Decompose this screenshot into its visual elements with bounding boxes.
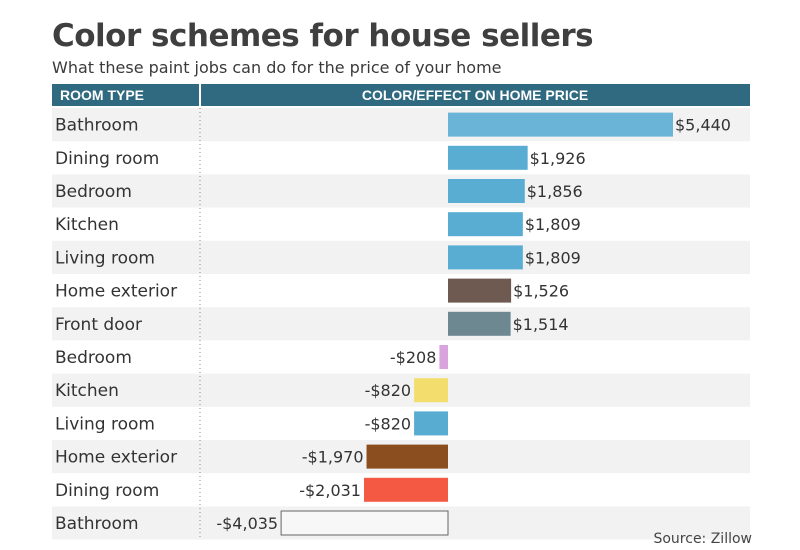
- bar: [448, 112, 673, 137]
- value-label: $1,809: [525, 215, 581, 234]
- bar: [448, 145, 528, 170]
- value-label: -$820: [365, 414, 412, 433]
- value-label: -$208: [390, 348, 437, 367]
- category-label: Home exterior: [55, 282, 177, 302]
- bar: [448, 278, 512, 303]
- category-label: Bathroom: [55, 514, 139, 534]
- value-label: -$820: [365, 381, 412, 400]
- source-note: Source: Zillow: [653, 531, 752, 547]
- rows: Bathroom $5,440 Dining room $1,926 Bedroom $1…: [52, 108, 750, 540]
- category-label: Living room: [55, 414, 155, 434]
- value-label: -$1,970: [302, 448, 364, 467]
- bar: [448, 245, 523, 270]
- row-background: [52, 174, 750, 208]
- value-label: -$2,031: [299, 481, 361, 500]
- header-bar: [52, 84, 750, 106]
- bar: [439, 345, 448, 369]
- value-label: $1,809: [525, 248, 581, 267]
- row-background: [52, 307, 750, 341]
- category-label: Front door: [55, 315, 142, 335]
- bar: [280, 510, 449, 536]
- value-label: $1,526: [513, 282, 569, 301]
- category-label: Kitchen: [55, 215, 119, 235]
- header-room-type: ROOM TYPE: [60, 87, 144, 103]
- value-label: $5,440: [675, 116, 731, 135]
- category-label: Bathroom: [55, 116, 139, 136]
- bar: [414, 378, 448, 403]
- category-label: Dining room: [55, 149, 159, 169]
- chart-subtitle: What these paint jobs can do for the pri…: [52, 58, 502, 77]
- value-label: $1,926: [530, 149, 586, 168]
- value-label: $1,514: [513, 315, 569, 334]
- category-label: Bedroom: [55, 348, 132, 368]
- value-label: $1,856: [527, 182, 583, 201]
- bar: [448, 179, 525, 203]
- category-label: Home exterior: [55, 448, 177, 468]
- bar: [363, 477, 448, 502]
- header-effect: COLOR/EFFECT ON HOME PRICE: [362, 87, 588, 103]
- bar: [414, 411, 448, 436]
- category-label: Kitchen: [55, 381, 119, 401]
- category-label: Dining room: [55, 481, 159, 501]
- chart-title: Color schemes for house sellers: [52, 18, 594, 54]
- bar: [448, 212, 523, 237]
- category-label: Bedroom: [55, 182, 132, 202]
- row-background: [52, 373, 750, 407]
- value-label: -$4,035: [216, 514, 278, 533]
- row-background: [52, 240, 750, 274]
- bar: [366, 444, 448, 469]
- category-label: Living room: [55, 248, 155, 268]
- bar: [448, 311, 511, 336]
